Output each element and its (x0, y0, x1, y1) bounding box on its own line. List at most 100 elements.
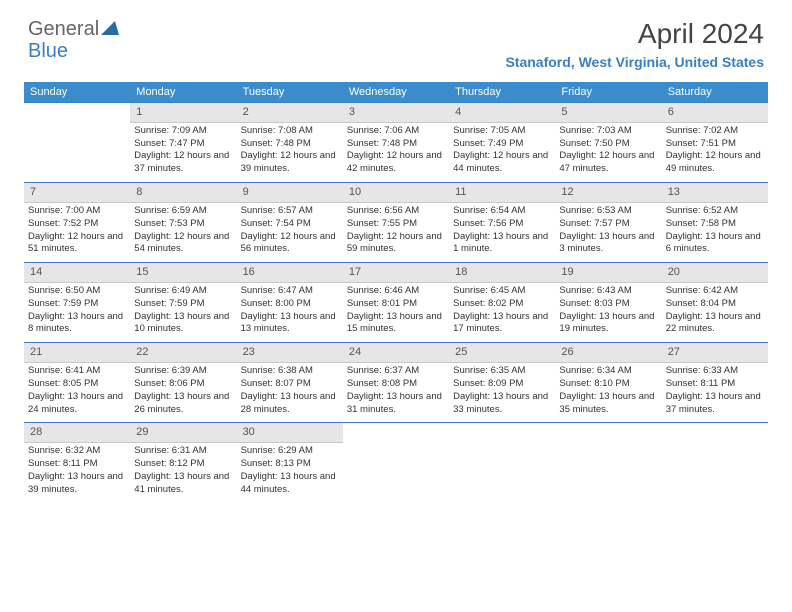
sunrise-text: Sunrise: 6:49 AM (134, 285, 232, 298)
sunset-text: Sunset: 7:47 PM (134, 138, 232, 151)
day-info-cell: Sunrise: 6:52 AMSunset: 7:58 PMDaylight:… (662, 202, 768, 262)
day-info-cell (662, 443, 768, 503)
sunrise-text: Sunrise: 6:34 AM (559, 365, 657, 378)
daylight-text: Daylight: 12 hours and 54 minutes. (134, 231, 232, 257)
sunset-text: Sunset: 8:01 PM (347, 298, 445, 311)
day-number-cell: 5 (555, 103, 661, 123)
weekday-header: Saturday (662, 82, 768, 103)
title-block: April 2024 Stanaford, West Virginia, Uni… (505, 18, 764, 70)
day-info-cell: Sunrise: 6:43 AMSunset: 8:03 PMDaylight:… (555, 283, 661, 343)
daylight-text: Daylight: 12 hours and 42 minutes. (347, 150, 445, 176)
day-number-row: 21222324252627 (24, 343, 768, 363)
sunset-text: Sunset: 8:12 PM (134, 458, 232, 471)
day-number-cell: 2 (237, 103, 343, 123)
day-number-cell: 23 (237, 343, 343, 363)
sunrise-text: Sunrise: 7:09 AM (134, 125, 232, 138)
sunset-text: Sunset: 7:49 PM (453, 138, 551, 151)
sunrise-text: Sunrise: 6:54 AM (453, 205, 551, 218)
daylight-text: Daylight: 13 hours and 6 minutes. (666, 231, 764, 257)
sunrise-text: Sunrise: 6:46 AM (347, 285, 445, 298)
daylight-text: Daylight: 12 hours and 37 minutes. (134, 150, 232, 176)
day-number-cell: 19 (555, 263, 661, 283)
sunrise-text: Sunrise: 6:37 AM (347, 365, 445, 378)
sunset-text: Sunset: 7:53 PM (134, 218, 232, 231)
day-info-cell: Sunrise: 6:50 AMSunset: 7:59 PMDaylight:… (24, 283, 130, 343)
day-info-cell: Sunrise: 6:54 AMSunset: 7:56 PMDaylight:… (449, 202, 555, 262)
daylight-text: Daylight: 13 hours and 39 minutes. (28, 471, 126, 497)
day-number-cell: 13 (662, 183, 768, 203)
sunset-text: Sunset: 7:57 PM (559, 218, 657, 231)
daylight-text: Daylight: 12 hours and 56 minutes. (241, 231, 339, 257)
day-number-cell: 17 (343, 263, 449, 283)
sunrise-text: Sunrise: 6:59 AM (134, 205, 232, 218)
day-info-cell: Sunrise: 7:06 AMSunset: 7:48 PMDaylight:… (343, 122, 449, 182)
day-number-cell: 30 (237, 423, 343, 443)
day-info-cell: Sunrise: 6:37 AMSunset: 8:08 PMDaylight:… (343, 363, 449, 423)
day-info-cell: Sunrise: 6:32 AMSunset: 8:11 PMDaylight:… (24, 443, 130, 503)
daylight-text: Daylight: 13 hours and 26 minutes. (134, 391, 232, 417)
day-number-cell: 7 (24, 183, 130, 203)
day-number-cell: 11 (449, 183, 555, 203)
weekday-header: Sunday (24, 82, 130, 103)
day-info-row: Sunrise: 7:09 AMSunset: 7:47 PMDaylight:… (24, 122, 768, 182)
day-info-cell (24, 122, 130, 182)
sunrise-text: Sunrise: 7:08 AM (241, 125, 339, 138)
day-info-cell: Sunrise: 6:38 AMSunset: 8:07 PMDaylight:… (237, 363, 343, 423)
weekday-header: Monday (130, 82, 236, 103)
day-number-cell: 15 (130, 263, 236, 283)
day-info-cell: Sunrise: 6:45 AMSunset: 8:02 PMDaylight:… (449, 283, 555, 343)
day-number-cell: 29 (130, 423, 236, 443)
sunset-text: Sunset: 8:11 PM (666, 378, 764, 391)
sunrise-text: Sunrise: 6:39 AM (134, 365, 232, 378)
daylight-text: Daylight: 12 hours and 59 minutes. (347, 231, 445, 257)
day-number-cell: 14 (24, 263, 130, 283)
sunrise-text: Sunrise: 6:41 AM (28, 365, 126, 378)
sunset-text: Sunset: 8:05 PM (28, 378, 126, 391)
sunrise-text: Sunrise: 7:06 AM (347, 125, 445, 138)
sunrise-text: Sunrise: 7:05 AM (453, 125, 551, 138)
daylight-text: Daylight: 13 hours and 41 minutes. (134, 471, 232, 497)
day-info-cell: Sunrise: 7:05 AMSunset: 7:49 PMDaylight:… (449, 122, 555, 182)
daylight-text: Daylight: 13 hours and 10 minutes. (134, 311, 232, 337)
daylight-text: Daylight: 13 hours and 8 minutes. (28, 311, 126, 337)
logo-text-blue-wrap: Blue (28, 40, 68, 63)
daylight-text: Daylight: 13 hours and 31 minutes. (347, 391, 445, 417)
sunrise-text: Sunrise: 6:38 AM (241, 365, 339, 378)
logo-text-blue: Blue (28, 40, 68, 62)
sunrise-text: Sunrise: 7:02 AM (666, 125, 764, 138)
daylight-text: Daylight: 12 hours and 49 minutes. (666, 150, 764, 176)
day-number-row: 78910111213 (24, 183, 768, 203)
daylight-text: Daylight: 13 hours and 24 minutes. (28, 391, 126, 417)
day-info-cell: Sunrise: 6:57 AMSunset: 7:54 PMDaylight:… (237, 202, 343, 262)
day-info-cell: Sunrise: 6:59 AMSunset: 7:53 PMDaylight:… (130, 202, 236, 262)
daylight-text: Daylight: 12 hours and 44 minutes. (453, 150, 551, 176)
sunset-text: Sunset: 8:06 PM (134, 378, 232, 391)
day-info-cell: Sunrise: 6:53 AMSunset: 7:57 PMDaylight:… (555, 202, 661, 262)
day-number-row: 14151617181920 (24, 263, 768, 283)
sunrise-text: Sunrise: 6:57 AM (241, 205, 339, 218)
logo: General (28, 18, 119, 41)
day-info-cell (555, 443, 661, 503)
day-number-cell: 1 (130, 103, 236, 123)
daylight-text: Daylight: 13 hours and 37 minutes. (666, 391, 764, 417)
day-info-cell: Sunrise: 6:41 AMSunset: 8:05 PMDaylight:… (24, 363, 130, 423)
sunrise-text: Sunrise: 6:45 AM (453, 285, 551, 298)
sunrise-text: Sunrise: 6:56 AM (347, 205, 445, 218)
day-number-cell: 28 (24, 423, 130, 443)
day-number-cell: 27 (662, 343, 768, 363)
day-info-cell: Sunrise: 6:31 AMSunset: 8:12 PMDaylight:… (130, 443, 236, 503)
day-number-cell (662, 423, 768, 443)
sunset-text: Sunset: 8:10 PM (559, 378, 657, 391)
day-info-row: Sunrise: 7:00 AMSunset: 7:52 PMDaylight:… (24, 202, 768, 262)
sunrise-text: Sunrise: 6:42 AM (666, 285, 764, 298)
day-info-cell: Sunrise: 6:34 AMSunset: 8:10 PMDaylight:… (555, 363, 661, 423)
logo-triangle-icon (101, 18, 119, 41)
sunrise-text: Sunrise: 6:32 AM (28, 445, 126, 458)
sunset-text: Sunset: 8:04 PM (666, 298, 764, 311)
sunset-text: Sunset: 7:58 PM (666, 218, 764, 231)
sunrise-text: Sunrise: 6:29 AM (241, 445, 339, 458)
daylight-text: Daylight: 13 hours and 17 minutes. (453, 311, 551, 337)
page-title: April 2024 (505, 18, 764, 50)
sunset-text: Sunset: 8:00 PM (241, 298, 339, 311)
day-info-cell (449, 443, 555, 503)
